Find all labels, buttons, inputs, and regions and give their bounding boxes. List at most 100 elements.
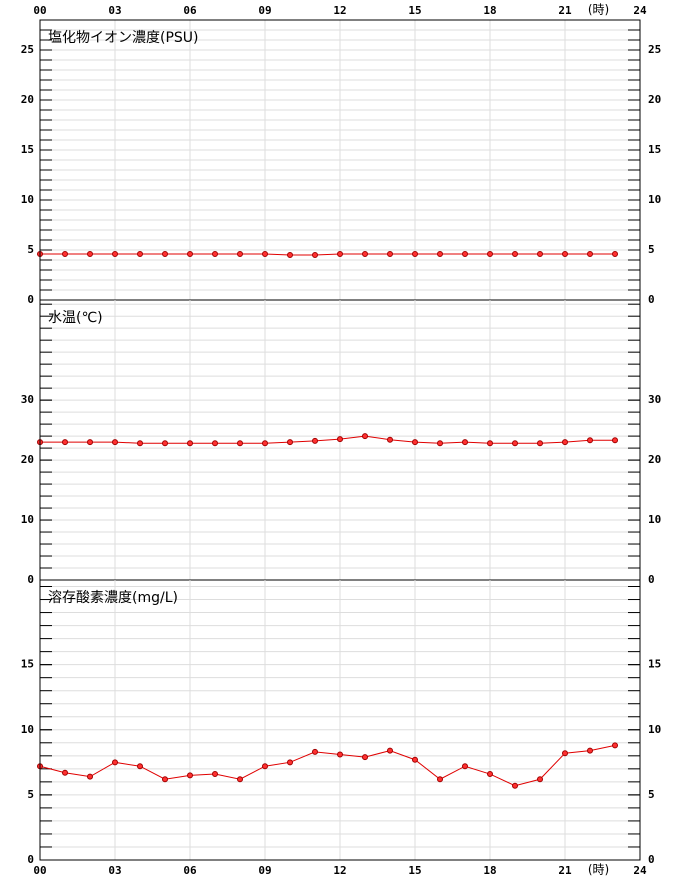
x-tick-label: 24 bbox=[633, 4, 647, 17]
x-tick-label: 21 bbox=[558, 4, 572, 17]
x-tick-label: 00 bbox=[33, 864, 46, 877]
data-point bbox=[162, 251, 168, 257]
y-tick-label: 10 bbox=[21, 723, 34, 736]
data-point bbox=[112, 439, 118, 446]
data-point bbox=[562, 750, 568, 757]
x-tick-label: 12 bbox=[333, 4, 346, 17]
data-point bbox=[512, 251, 518, 257]
x-tick-label: 21 bbox=[558, 864, 572, 877]
data-point bbox=[262, 440, 268, 447]
y-tick-label: 25 bbox=[648, 43, 661, 56]
x-tick-label: 00 bbox=[33, 4, 46, 17]
data-point bbox=[387, 251, 393, 257]
y-tick-label: 15 bbox=[648, 658, 661, 671]
data-point bbox=[512, 440, 518, 447]
x-tick-label: 15 bbox=[408, 4, 421, 17]
data-point bbox=[137, 251, 143, 257]
data-point bbox=[587, 437, 593, 444]
data-point bbox=[612, 742, 618, 749]
data-point bbox=[412, 439, 418, 446]
data-point bbox=[537, 440, 543, 447]
y-tick-label: 30 bbox=[648, 393, 661, 406]
y-tick-label: 25 bbox=[21, 43, 34, 56]
data-point bbox=[287, 759, 293, 766]
x-tick-label: 09 bbox=[258, 4, 271, 17]
y-tick-label: 5 bbox=[27, 243, 34, 256]
data-point bbox=[212, 251, 218, 257]
data-point bbox=[587, 747, 593, 754]
panel-title: 水温(℃) bbox=[48, 310, 103, 326]
y-tick-label: 5 bbox=[27, 788, 34, 801]
data-point bbox=[587, 251, 593, 257]
y-tick-label: 20 bbox=[648, 93, 661, 106]
x-tick-label: 24 bbox=[633, 864, 647, 877]
y-tick-label: 0 bbox=[27, 293, 34, 306]
data-point bbox=[612, 251, 618, 257]
data-point bbox=[487, 251, 493, 257]
y-tick-label: 5 bbox=[648, 243, 655, 256]
data-point bbox=[87, 773, 93, 780]
data-point bbox=[562, 439, 568, 446]
data-point bbox=[387, 436, 393, 443]
data-point bbox=[437, 776, 443, 783]
data-point bbox=[462, 439, 468, 446]
data-point bbox=[337, 751, 343, 758]
data-point bbox=[512, 782, 518, 789]
x-tick-label: 03 bbox=[108, 4, 121, 17]
data-point bbox=[337, 251, 343, 257]
data-point bbox=[237, 776, 243, 783]
data-point bbox=[562, 251, 568, 257]
data-point bbox=[362, 433, 368, 440]
data-point bbox=[362, 251, 368, 257]
data-point bbox=[437, 440, 443, 447]
data-point bbox=[312, 252, 318, 258]
data-point bbox=[62, 251, 68, 257]
data-point bbox=[487, 771, 493, 778]
x-tick-label: 09 bbox=[258, 864, 271, 877]
y-tick-label: 10 bbox=[21, 193, 34, 206]
x-unit-label: (時) bbox=[588, 863, 609, 877]
data-point bbox=[237, 251, 243, 257]
data-point bbox=[137, 763, 143, 770]
panel-title: 溶存酸素濃度(mg/L) bbox=[48, 590, 178, 606]
y-tick-label: 30 bbox=[21, 393, 34, 406]
y-tick-label: 20 bbox=[21, 93, 34, 106]
y-tick-label: 20 bbox=[21, 453, 34, 466]
data-point bbox=[437, 251, 443, 257]
data-point bbox=[537, 251, 543, 257]
data-point bbox=[287, 252, 293, 258]
y-tick-label: 0 bbox=[648, 573, 655, 586]
y-tick-label: 10 bbox=[648, 513, 661, 526]
plot-frame bbox=[39, 19, 641, 861]
data-point bbox=[187, 440, 193, 447]
x-tick-label: 15 bbox=[408, 864, 421, 877]
data-point bbox=[337, 436, 343, 443]
data-point bbox=[262, 763, 268, 770]
data-point bbox=[237, 440, 243, 447]
x-tick-label: 18 bbox=[483, 4, 496, 17]
x-tick-label: 03 bbox=[108, 864, 121, 877]
data-line bbox=[40, 253, 615, 256]
data-point bbox=[312, 437, 318, 444]
x-tick-label: 18 bbox=[483, 864, 496, 877]
y-tick-label: 10 bbox=[648, 723, 661, 736]
data-point bbox=[412, 756, 418, 763]
data-point bbox=[187, 772, 193, 779]
x-tick-label: 12 bbox=[333, 864, 346, 877]
y-tick-label: 0 bbox=[27, 853, 34, 866]
data-point bbox=[312, 748, 318, 755]
data-point bbox=[112, 251, 118, 257]
data-point bbox=[212, 440, 218, 447]
y-tick-label: 0 bbox=[27, 573, 34, 586]
data-line bbox=[39, 744, 616, 787]
data-point bbox=[137, 440, 143, 447]
data-point bbox=[162, 776, 168, 783]
data-point bbox=[87, 251, 93, 257]
data-point bbox=[212, 771, 218, 778]
y-tick-label: 20 bbox=[648, 453, 661, 466]
x-unit-label: (時) bbox=[588, 3, 609, 17]
data-point bbox=[462, 763, 468, 770]
data-point bbox=[262, 251, 268, 257]
data-line bbox=[40, 435, 615, 444]
